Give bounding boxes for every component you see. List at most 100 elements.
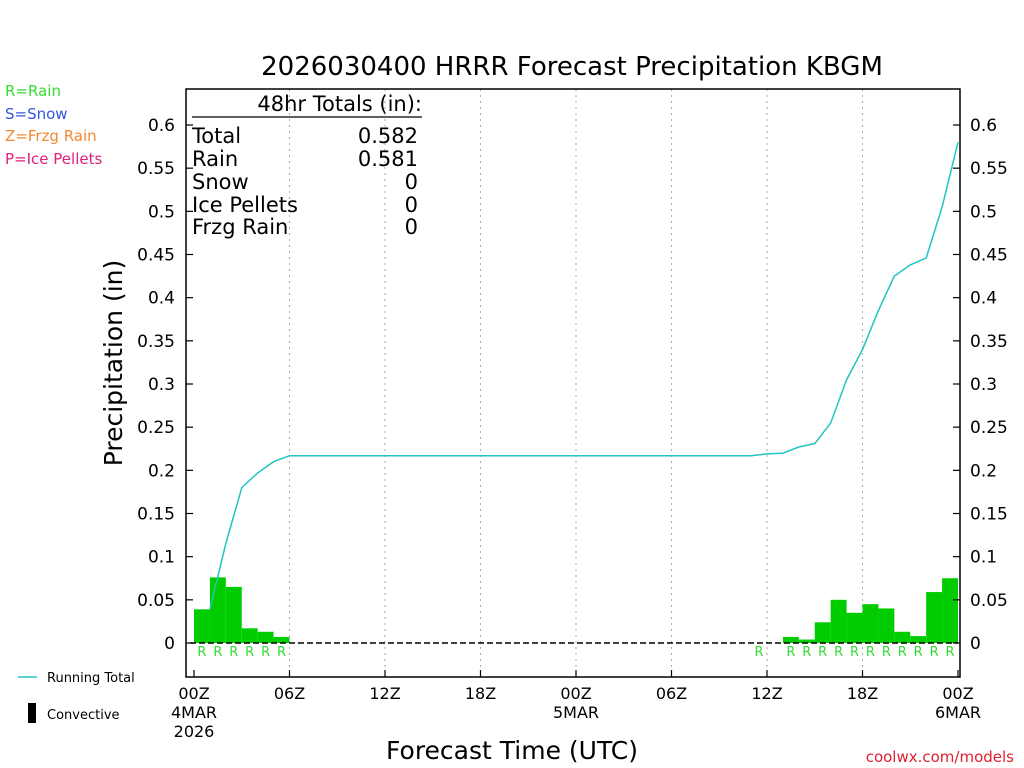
y-tick-label: 0.5 [148,202,175,222]
series-legend: Running Total Convective [18,671,135,723]
precip-bar [798,639,815,643]
precip-bar [942,578,958,643]
y-tick-label: 0.15 [137,505,175,525]
legend-frzg-rain: Z=Frzg Rain [5,127,97,145]
precip-bar [273,636,290,643]
precip-bar [910,636,927,643]
running-total-line [209,142,959,610]
y-tick-label-right: 0.6 [970,116,997,136]
legend-snow: S=Snow [5,105,68,123]
precip-bar [878,608,895,643]
y-tick-label-right: 0.1 [970,548,997,568]
x-tick-label: 18Z [465,684,496,703]
totals-box: 48hr Totals (in): Total 0.582 Rain 0.581… [191,92,422,239]
precip-bar [782,636,799,643]
precip-bar [209,577,226,643]
y-tick-label: 0.6 [148,116,175,136]
x-axis-label: Forecast Time (UTC) [386,736,638,765]
precip-type-label: R [245,645,254,660]
y-tick-label-right: 0.15 [970,505,1008,525]
y-tick-label: 0.35 [137,332,175,352]
precip-type-label: R [850,645,859,660]
y-axis-right-ticks: 0 0.05 0.1 0.15 0.2 0.25 0.3 0.35 0.4 0.45 0.5 0.55… [953,116,1008,654]
y-tick-label-right: 0.35 [970,332,1008,352]
x-tick-label: 6MAR [935,703,981,722]
x-tick-label: 06Z [656,684,687,703]
totals-label-total: Total [191,124,241,148]
precip-bar [194,609,210,643]
precip-type-label: R [898,645,907,660]
x-tick-label: 06Z [274,684,305,703]
y-tick-label-right: 0.55 [970,159,1008,179]
grid-lines [289,89,863,677]
convective-swatch [28,703,36,723]
running-total-legend-label: Running Total [47,671,135,686]
x-tick-label: 2026 [174,722,215,741]
precip-bar [814,622,831,643]
y-tick-label: 0 [164,634,175,654]
y-tick-label-right: 0.2 [970,461,997,481]
y-tick-label-right: 0.3 [970,375,997,395]
precip-type-label: R [802,645,811,660]
precip-type-label: R [755,645,764,660]
y-tick-label: 0.25 [137,418,175,438]
hourly-bars [194,577,958,643]
y-tick-label: 0.3 [148,375,175,395]
precip-bar [862,604,879,643]
x-tick-label: 18Z [847,684,878,703]
y-tick-label-right: 0.25 [970,418,1008,438]
x-tick-label: 12Z [751,684,782,703]
x-tick-label: 12Z [369,684,400,703]
precip-type-label: R [229,645,238,660]
y-axis-label: Precipitation (in) [99,260,128,467]
legend-rain: R=Rain [5,82,61,100]
convective-legend-label: Convective [47,708,120,723]
y-axis-left-ticks: 0 0.05 0.1 0.15 0.2 0.25 0.3 0.35 0.4 0.45 0.5 0.55… [137,116,193,654]
y-tick-label-right: 0.4 [970,289,997,309]
precip-type-label: R [882,645,891,660]
totals-value-ice-pellets: 0 [405,193,418,217]
precip-type-label: R [818,645,827,660]
precip-bar [926,592,943,643]
y-tick-label: 0.1 [148,548,175,568]
y-tick-label-right: 0.05 [970,591,1008,611]
precip-type-label: R [197,645,206,660]
precip-bar [241,628,258,643]
totals-label-rain: Rain [192,147,238,171]
precip-bar [846,612,863,643]
totals-header: 48hr Totals (in): [257,92,422,116]
x-tick-label: 00Z [178,684,209,703]
precip-type-label: R [834,645,843,660]
precip-bar [830,599,847,643]
totals-value-snow: 0 [405,170,418,194]
chart-title: 2026030400 HRRR Forecast Precipitation K… [261,52,883,82]
precip-type-legend: R=Rain S=Snow Z=Frzg Rain P=Ice Pellets [5,82,102,168]
y-tick-label: 0.45 [137,246,175,266]
totals-value-rain: 0.581 [358,147,418,171]
precip-type-label: R [930,645,939,660]
precip-type-label: R [786,645,795,660]
y-tick-label-right: 0.5 [970,202,997,222]
x-tick-label: 5MAR [553,703,599,722]
x-tick-label: 00Z [942,684,973,703]
precip-bar [257,631,274,643]
precip-type-label: R [946,645,955,660]
precip-type-label: R [866,645,875,660]
precip-type-label: R [213,645,222,660]
y-tick-label: 0.05 [137,591,175,611]
precip-type-label: R [914,645,923,660]
totals-value-total: 0.582 [358,124,418,148]
plot-frame [185,88,961,678]
y-tick-label-right: 0.45 [970,246,1008,266]
precip-type-label: R [277,645,286,660]
totals-label-snow: Snow [192,170,249,194]
totals-label-ice-pellets: Ice Pellets [192,193,298,217]
legend-ice-pellets: P=Ice Pellets [5,150,102,168]
precip-type-label: R [261,645,270,660]
y-tick-label: 0.2 [148,461,175,481]
y-tick-label: 0.4 [148,289,175,309]
x-tick-label: 00Z [560,684,591,703]
